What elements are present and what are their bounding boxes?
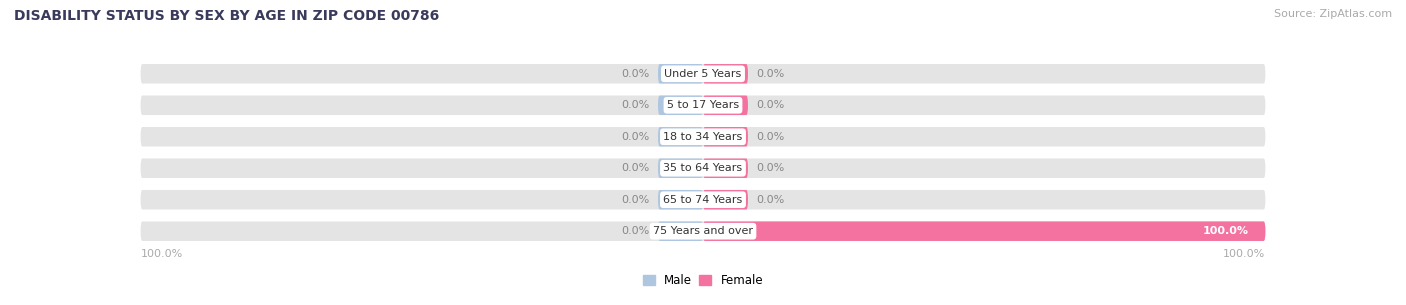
Text: 18 to 34 Years: 18 to 34 Years	[664, 132, 742, 142]
FancyBboxPatch shape	[658, 127, 703, 146]
FancyBboxPatch shape	[141, 127, 1265, 146]
Text: 0.0%: 0.0%	[621, 132, 650, 142]
Text: 0.0%: 0.0%	[621, 100, 650, 110]
Text: 0.0%: 0.0%	[621, 226, 650, 236]
FancyBboxPatch shape	[141, 64, 1265, 84]
Text: 0.0%: 0.0%	[756, 163, 785, 173]
FancyBboxPatch shape	[703, 221, 1265, 241]
Text: 0.0%: 0.0%	[621, 163, 650, 173]
FancyBboxPatch shape	[658, 221, 703, 241]
FancyBboxPatch shape	[658, 190, 703, 210]
FancyBboxPatch shape	[703, 64, 748, 84]
Text: 100.0%: 100.0%	[1223, 249, 1265, 259]
FancyBboxPatch shape	[658, 64, 703, 84]
FancyBboxPatch shape	[703, 159, 748, 178]
Text: 0.0%: 0.0%	[756, 195, 785, 205]
FancyBboxPatch shape	[141, 221, 1265, 241]
Legend: Male, Female: Male, Female	[643, 274, 763, 287]
FancyBboxPatch shape	[141, 159, 1265, 178]
Text: 0.0%: 0.0%	[621, 195, 650, 205]
Text: 35 to 64 Years: 35 to 64 Years	[664, 163, 742, 173]
FancyBboxPatch shape	[658, 159, 703, 178]
Text: 0.0%: 0.0%	[621, 69, 650, 79]
Text: 0.0%: 0.0%	[756, 132, 785, 142]
Text: 0.0%: 0.0%	[756, 69, 785, 79]
Text: DISABILITY STATUS BY SEX BY AGE IN ZIP CODE 00786: DISABILITY STATUS BY SEX BY AGE IN ZIP C…	[14, 9, 439, 23]
FancyBboxPatch shape	[658, 95, 703, 115]
Text: 5 to 17 Years: 5 to 17 Years	[666, 100, 740, 110]
Text: Under 5 Years: Under 5 Years	[665, 69, 741, 79]
Text: 0.0%: 0.0%	[756, 100, 785, 110]
FancyBboxPatch shape	[141, 95, 1265, 115]
Text: Source: ZipAtlas.com: Source: ZipAtlas.com	[1274, 9, 1392, 19]
FancyBboxPatch shape	[141, 190, 1265, 210]
FancyBboxPatch shape	[703, 190, 748, 210]
Text: 65 to 74 Years: 65 to 74 Years	[664, 195, 742, 205]
Text: 100.0%: 100.0%	[141, 249, 183, 259]
Text: 75 Years and over: 75 Years and over	[652, 226, 754, 236]
FancyBboxPatch shape	[703, 127, 748, 146]
FancyBboxPatch shape	[703, 95, 748, 115]
Text: 100.0%: 100.0%	[1202, 226, 1249, 236]
